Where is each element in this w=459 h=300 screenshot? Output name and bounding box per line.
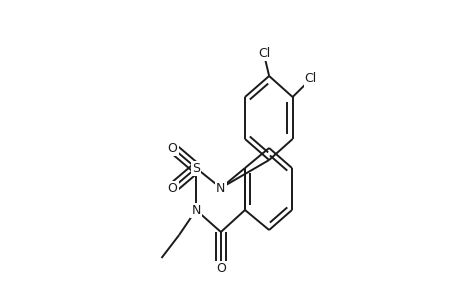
Text: Cl: Cl [304,73,316,85]
Text: N: N [216,182,225,194]
Text: O: O [168,182,177,194]
Text: Cl: Cl [257,47,269,61]
Text: O: O [215,262,225,275]
Text: S: S [192,161,200,175]
Text: N: N [191,203,200,217]
Text: O: O [168,142,177,154]
